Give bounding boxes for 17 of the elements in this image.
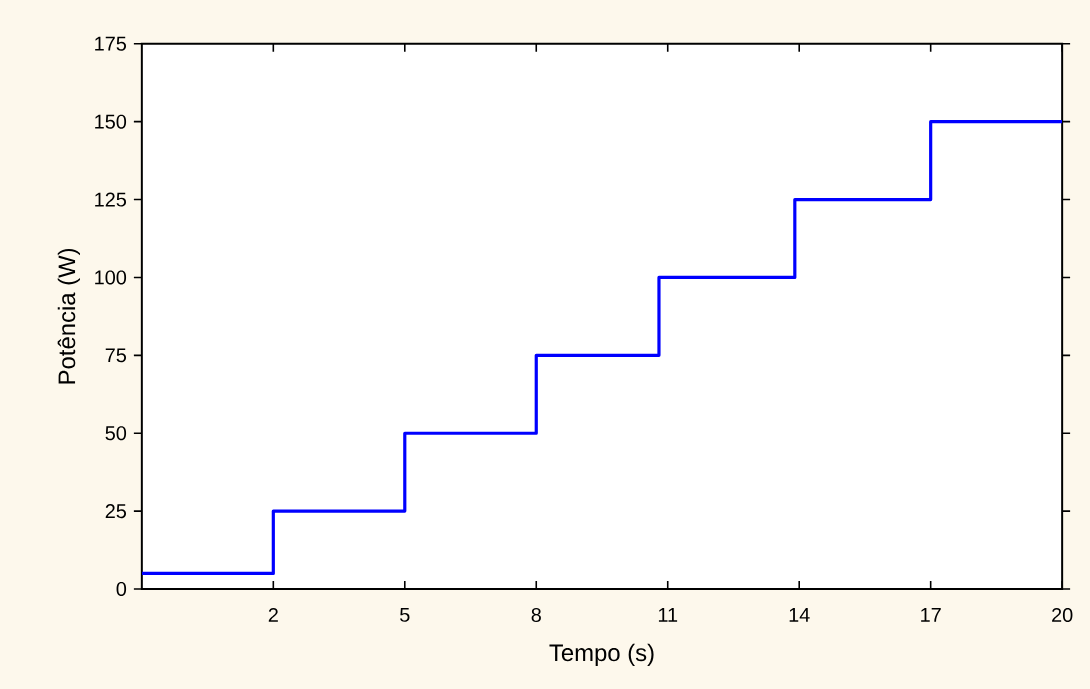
y-tick-label: 75	[105, 348, 127, 363]
y-tick-label: 100	[95, 270, 127, 285]
y-tick-label: 175	[95, 36, 127, 51]
x-tick-label: 5	[400, 607, 410, 622]
x-tick-label: 11	[658, 607, 678, 622]
y-tick-label: 0	[116, 581, 127, 596]
y-tick-label: 25	[105, 503, 127, 518]
y-tick-label: 125	[95, 192, 127, 207]
y-axis-title: Potência (W)	[57, 248, 80, 384]
x-axis-title: Tempo (s)	[549, 643, 654, 666]
y-tick-label: 150	[95, 114, 127, 129]
x-tick-label: 2	[268, 607, 278, 622]
y-tick-label: 50	[105, 425, 127, 441]
x-tick-label: 8	[531, 607, 541, 622]
x-tick-label: 14	[789, 607, 810, 622]
x-tick-label: 20	[1052, 607, 1073, 622]
x-tick-label: 17	[921, 607, 941, 622]
